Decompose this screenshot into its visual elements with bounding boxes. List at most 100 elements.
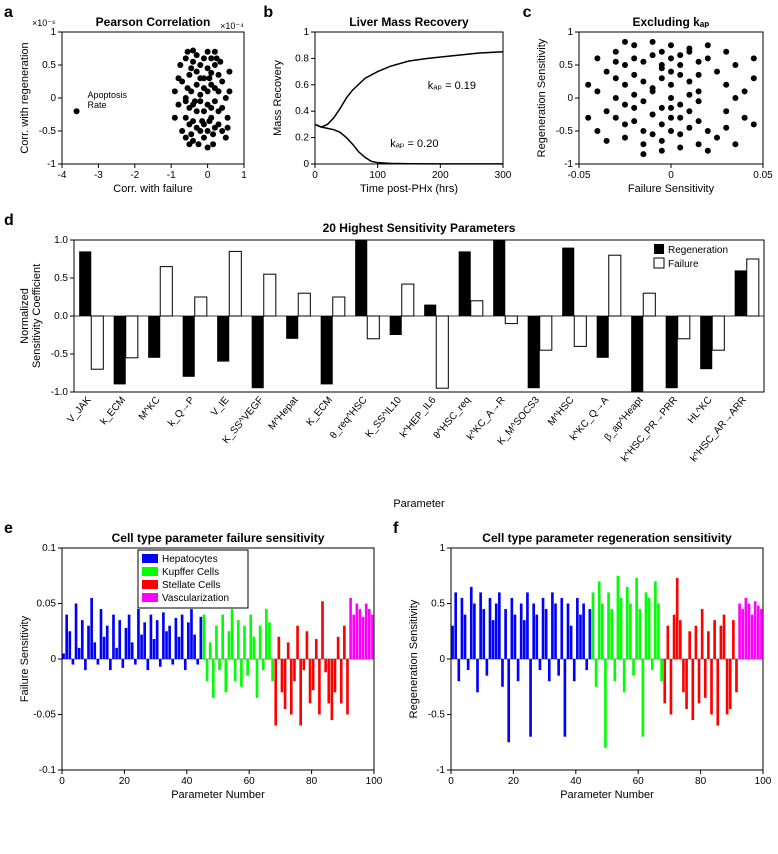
svg-text:20: 20 [119, 776, 131, 787]
svg-text:M^HSC: M^HSC [546, 395, 576, 428]
svg-text:HL^KC: HL^KC [686, 395, 715, 426]
svg-text:Parameter Number: Parameter Number [560, 789, 654, 801]
panel-f: f 020406080100-1-0.500.51Parameter Numbe… [393, 520, 774, 810]
svg-text:V_IE: V_IE [209, 395, 232, 419]
svg-text:V_JAK: V_JAK [65, 395, 93, 426]
svg-text:Failure Sensitivity: Failure Sensitivity [628, 183, 715, 195]
svg-text:0.05: 0.05 [37, 599, 57, 610]
svg-text:40: 40 [570, 776, 582, 787]
panel-a: a -4-3-2-101-1-0.500.51Corr. with failur… [4, 4, 255, 204]
svg-text:Mass Recovery: Mass Recovery [272, 60, 284, 136]
panel-a-svg: -4-3-2-101-1-0.500.51Corr. with failureC… [4, 4, 254, 204]
svg-text:Excluding kₐₚ: Excluding kₐₚ [632, 15, 709, 29]
svg-text:-2: -2 [130, 170, 139, 181]
panel-a-label: a [4, 4, 13, 22]
panel-b-svg: 010020030000.20.40.60.81Time post-PHx (h… [263, 4, 513, 204]
svg-text:Vascularization: Vascularization [162, 593, 229, 604]
svg-text:Regeneration Sensitivity: Regeneration Sensitivity [536, 38, 548, 157]
svg-text:-0.5: -0.5 [428, 710, 446, 721]
svg-text:Hepatocytes: Hepatocytes [162, 554, 218, 565]
svg-text:80: 80 [695, 776, 707, 787]
svg-text:0.4: 0.4 [295, 106, 309, 117]
svg-text:60: 60 [633, 776, 645, 787]
svg-text:0: 0 [50, 654, 56, 665]
svg-text:-0.05: -0.05 [33, 710, 56, 721]
svg-text:-0.5: -0.5 [39, 126, 57, 137]
panel-e-svg: 020406080100-0.1-0.0500.050.1Parameter N… [4, 520, 384, 810]
svg-text:Corr. with failure: Corr. with failure [113, 183, 192, 195]
svg-text:100: 100 [370, 170, 387, 181]
panel-f-svg: 020406080100-1-0.500.51Parameter NumberR… [393, 520, 773, 810]
svg-text:1: 1 [241, 170, 247, 181]
svg-text:Cell type parameter regenerati: Cell type parameter regeneration sensiti… [482, 531, 732, 545]
svg-text:0.0: 0.0 [54, 311, 68, 322]
figure-grid: a -4-3-2-101-1-0.500.51Corr. with failur… [4, 4, 774, 810]
svg-text:-0.05: -0.05 [567, 170, 590, 181]
svg-text:-1: -1 [167, 170, 176, 181]
svg-text:-1: -1 [47, 159, 56, 170]
svg-text:K_ECM: K_ECM [304, 395, 335, 428]
svg-text:100: 100 [755, 776, 772, 787]
svg-text:20: 20 [508, 776, 520, 787]
panel-f-label: f [393, 520, 398, 538]
svg-text:Liver Mass Recovery: Liver Mass Recovery [350, 15, 470, 29]
svg-text:0: 0 [304, 159, 310, 170]
panel-b: b 010020030000.20.40.60.81Time post-PHx … [263, 4, 514, 204]
svg-text:0.1: 0.1 [42, 543, 56, 554]
svg-text:-4: -4 [58, 170, 67, 181]
svg-text:0: 0 [439, 654, 445, 665]
svg-text:0.5: 0.5 [559, 60, 573, 71]
panel-c-svg: -0.0500.05-1-0.500.51Failure Sensitivity… [523, 4, 773, 204]
svg-text:Failure: Failure [668, 259, 699, 270]
svg-text:Rate: Rate [87, 100, 106, 110]
svg-text:1: 1 [567, 27, 573, 38]
svg-text:Stellate Cells: Stellate Cells [162, 580, 220, 591]
panel-d-label: d [4, 212, 14, 230]
svg-text:1.0: 1.0 [54, 235, 68, 246]
svg-text:0: 0 [205, 170, 211, 181]
svg-text:200: 200 [432, 170, 449, 181]
panel-ef-row: e 020406080100-0.1-0.0500.050.1Parameter… [4, 520, 774, 810]
svg-text:0: 0 [567, 93, 573, 104]
svg-text:-1.0: -1.0 [51, 387, 69, 398]
svg-text:-0.5: -0.5 [555, 126, 573, 137]
svg-text:Failure Sensitivity: Failure Sensitivity [19, 615, 31, 702]
svg-text:Parameter Number: Parameter Number [171, 789, 265, 801]
svg-text:1: 1 [439, 543, 445, 554]
svg-text:0.8: 0.8 [295, 53, 309, 64]
panel-d-svg: 20 Highest Sensitivity Parameters -1.0 -0.… [4, 212, 774, 512]
panel-c: c -0.0500.05-1-0.500.51Failure Sensitivi… [523, 4, 774, 204]
svg-text:0: 0 [448, 776, 454, 787]
svg-text:M^KC: M^KC [137, 395, 163, 423]
svg-text:Apoptosis: Apoptosis [87, 90, 127, 100]
svg-text:20 Highest Sensitivity Paramet: 20 Highest Sensitivity Parameters [323, 221, 516, 235]
svg-text:Parameter: Parameter [393, 498, 445, 510]
panel-b-label: b [263, 4, 273, 22]
svg-text:0.05: 0.05 [753, 170, 773, 181]
panel-c-label: c [523, 4, 532, 22]
svg-text:kₐₚ = 0.19: kₐₚ = 0.19 [428, 80, 476, 92]
svg-text:-0.5: -0.5 [51, 349, 69, 360]
svg-text:Regeneration: Regeneration [668, 245, 728, 256]
svg-text:kₐₚ = 0.20: kₐₚ = 0.20 [391, 138, 439, 150]
svg-text:40: 40 [181, 776, 193, 787]
svg-text:×10⁻⁴: ×10⁻⁴ [220, 21, 244, 31]
panel-e: e 020406080100-0.1-0.0500.050.1Parameter… [4, 520, 385, 810]
svg-text:1: 1 [304, 27, 310, 38]
svg-text:0: 0 [313, 170, 319, 181]
svg-text:0.5: 0.5 [42, 60, 56, 71]
svg-text:0.2: 0.2 [295, 133, 309, 144]
svg-text:-0.1: -0.1 [39, 765, 57, 776]
svg-text:-3: -3 [94, 170, 103, 181]
svg-text:80: 80 [306, 776, 318, 787]
svg-text:Time post-PHx (hrs): Time post-PHx (hrs) [360, 183, 458, 195]
svg-text:Pearson Correlation: Pearson Correlation [96, 15, 211, 29]
svg-text:-1: -1 [436, 765, 445, 776]
svg-text:0.6: 0.6 [295, 80, 309, 91]
svg-text:Normalized: Normalized [19, 288, 31, 344]
svg-text:0: 0 [59, 776, 65, 787]
svg-text:k_Q→P: k_Q→P [166, 395, 197, 429]
svg-text:Corr. with regeneration: Corr. with regeneration [19, 42, 31, 153]
svg-text:M^Hepat: M^Hepat [267, 395, 301, 433]
panel-d: d 20 Highest Sensitivity Parameters -1.0 -… [4, 212, 774, 512]
